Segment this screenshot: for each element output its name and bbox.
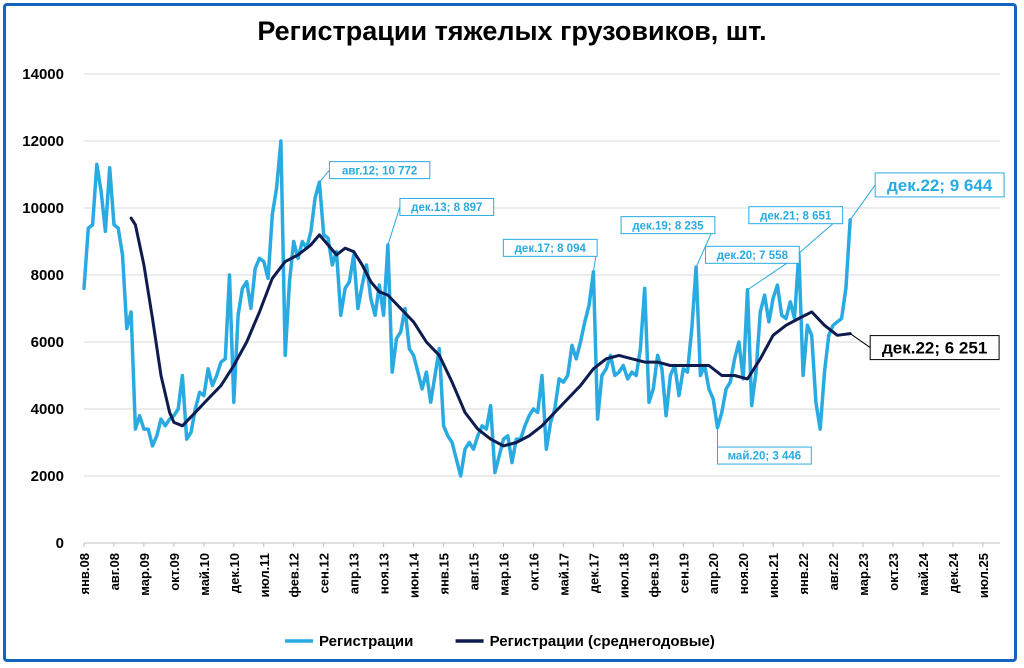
data-label-box [748,206,844,225]
x-tick-label: фев.19 [646,553,661,598]
y-tick-label: 6000 [31,334,64,351]
x-tick-label: авг.15 [467,553,482,590]
data-label: авг.12; 10 772 [319,161,431,183]
data-label: дек.21; 8 651 [748,206,844,254]
x-tick-label: июн.14 [407,552,422,598]
y-tick-label: 10000 [22,200,64,217]
x-axis-ticks: янв.08 авг.08 мар.09 окт.09 май.10 дек.10 июл.… [77,543,991,598]
x-tick-label: апр.13 [347,553,362,594]
y-tick-label: 4000 [31,401,64,418]
x-tick-label: сен.19 [676,553,691,593]
data-label-text: дек.19; 8 235 [632,220,704,232]
data-label-text: дек.22; 9 644 [887,176,993,195]
x-tick-label: дек.17 [586,553,601,593]
data-annotations: авг.12; 10 772 дек.13; 8 897 дек.17; 8 094… [319,161,1005,465]
data-label-text: май.20; 3 446 [728,451,802,463]
x-tick-label: июл.25 [976,553,991,598]
data-label: май.20; 3 446 [716,427,812,465]
data-label-box [716,446,812,465]
y-tick-label: 0 [56,535,64,552]
x-tick-label: янв.08 [77,553,92,595]
x-tick-label: май.17 [556,553,571,596]
x-tick-label: окт.23 [886,553,901,591]
legend-label: Регистрации (среднегодовые) [490,633,715,650]
data-label-text: дек.13; 8 897 [411,202,482,214]
y-tick-label: 8000 [31,267,64,284]
annual-average-line [129,216,852,448]
data-label-text: дек.17; 8 094 [515,243,587,255]
y-axis-ticks: 0 2000 4000 6000 8000 10000 12000 14000 [22,66,64,552]
legend-label: Регистрации [319,633,413,650]
x-tick-label: янв.15 [437,553,452,595]
x-tick-label: мар.09 [137,553,152,596]
data-label-box [869,335,1000,361]
x-tick-label: июн.21 [766,553,781,598]
x-tick-label: мар.23 [856,553,871,596]
x-tick-label: апр.20 [706,553,721,594]
x-tick-label: ноя.20 [736,553,751,594]
data-label-leader [849,333,871,349]
data-label-box [502,238,598,257]
data-label-box [874,172,1005,198]
data-label: дек.20; 7 558 [704,245,800,291]
x-tick-label: авг.08 [107,553,122,590]
data-label: дек.17; 8 094 [502,238,598,272]
x-tick-label: июл.18 [616,553,631,598]
y-tick-label: 12000 [22,133,64,150]
data-label-box [328,161,431,180]
x-tick-label: янв.22 [796,553,811,595]
series-lines [82,139,852,478]
data-label: дек.22; 9 644 [849,172,1005,221]
x-tick-label: сен.12 [317,553,332,593]
registrations-line [82,139,852,478]
gridlines [84,73,1000,477]
data-label-text: авг.12; 10 772 [342,165,417,177]
chart-title: Регистрации тяжелых грузовиков, шт. [257,16,767,46]
x-tick-label: май.10 [197,553,212,596]
x-tick-label: мар.16 [496,553,511,596]
data-label: дек.22; 6 251 [849,333,1000,361]
data-label: дек.19; 8 235 [620,216,716,268]
data-label-text: дек.20; 7 558 [717,250,789,262]
y-tick-label: 2000 [31,468,64,485]
data-label-box [704,245,800,264]
data-label-leader [387,206,401,246]
data-label-text: дек.21; 8 651 [760,210,832,222]
x-tick-label: окт.16 [526,553,541,591]
data-label-text: дек.22; 6 251 [882,339,987,358]
x-tick-label: дек.10 [227,553,242,593]
data-label-box [399,197,495,216]
data-label-box [620,216,716,235]
x-tick-label: дек.24 [946,552,961,593]
data-label-leader [849,184,876,221]
x-tick-label: окт.09 [167,553,182,591]
legend: Регистрации Регистрации (среднегодовые) [285,633,715,650]
x-tick-label: фев.12 [287,553,302,598]
x-tick-label: июл.11 [257,553,272,597]
data-label: дек.13; 8 897 [387,197,495,246]
data-label-leader [319,169,330,183]
x-tick-label: ноя.13 [377,553,392,594]
x-tick-label: май.24 [916,552,931,596]
y-tick-label: 14000 [22,66,64,83]
x-tick-label: авг.22 [826,553,841,590]
